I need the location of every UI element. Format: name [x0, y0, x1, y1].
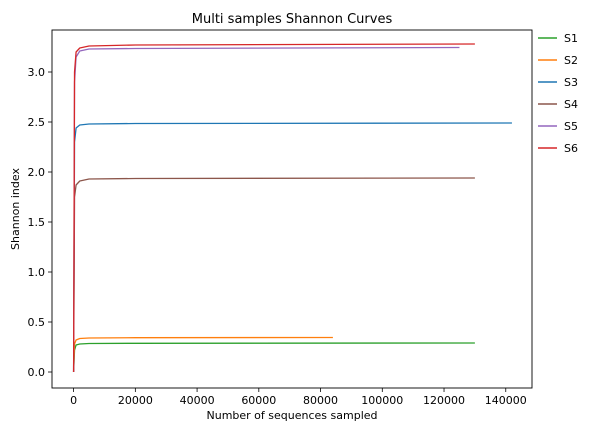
- legend-label-s5: S5: [564, 120, 578, 133]
- plot-area: 0 20000 40000 60000 80000 100000 120000 140000 0…: [28, 29, 533, 407]
- y-tick-label: 1.5: [28, 216, 46, 229]
- legend-label-s3: S3: [564, 76, 578, 89]
- y-tick-label: 0.0: [28, 366, 46, 379]
- legend-label-s1: S1: [564, 32, 578, 45]
- x-tick-label: 120000: [423, 394, 465, 407]
- series-line-s1: [72, 342, 475, 373]
- x-tick-label: 140000: [485, 394, 527, 407]
- series-line-s5: [72, 46, 460, 373]
- series-line-s3: [72, 122, 512, 373]
- x-tick-label: 40000: [180, 394, 215, 407]
- x-tick-label: 80000: [303, 394, 338, 407]
- plot-frame: [51, 29, 533, 389]
- x-axis-label: Number of sequences sampled: [207, 409, 378, 422]
- legend-label-s4: S4: [564, 98, 578, 111]
- y-tick-label: 0.5: [28, 316, 46, 329]
- y-tick-label: 1.0: [28, 266, 46, 279]
- series-line-s6: [72, 43, 475, 373]
- x-tick-label: 0: [70, 394, 77, 407]
- y-axis-label: Shannon index: [9, 168, 22, 250]
- x-tick-label: 20000: [118, 394, 153, 407]
- x-tick-label: 100000: [361, 394, 403, 407]
- y-tick-label: 3.0: [28, 66, 46, 79]
- legend: S1 S2 S3 S4 S5 S6: [538, 32, 578, 155]
- y-tick-label: 2.5: [28, 116, 46, 129]
- series-line-s2: [72, 336, 333, 373]
- chart-title: Multi samples Shannon Curves: [192, 12, 393, 27]
- y-tick-label: 2.0: [28, 166, 46, 179]
- legend-label-s6: S6: [564, 142, 578, 155]
- legend-label-s2: S2: [564, 54, 578, 67]
- x-tick-label: 60000: [241, 394, 276, 407]
